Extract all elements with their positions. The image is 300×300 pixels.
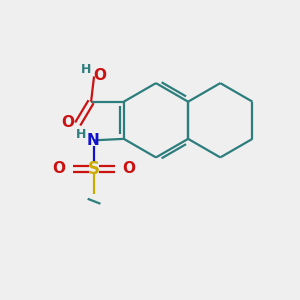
Text: H: H [80, 62, 91, 76]
Text: O: O [52, 161, 65, 176]
Text: O: O [123, 161, 136, 176]
Text: O: O [93, 68, 106, 83]
Text: N: N [86, 133, 99, 148]
Text: S: S [88, 160, 100, 178]
Text: H: H [76, 128, 86, 142]
Text: O: O [62, 115, 75, 130]
